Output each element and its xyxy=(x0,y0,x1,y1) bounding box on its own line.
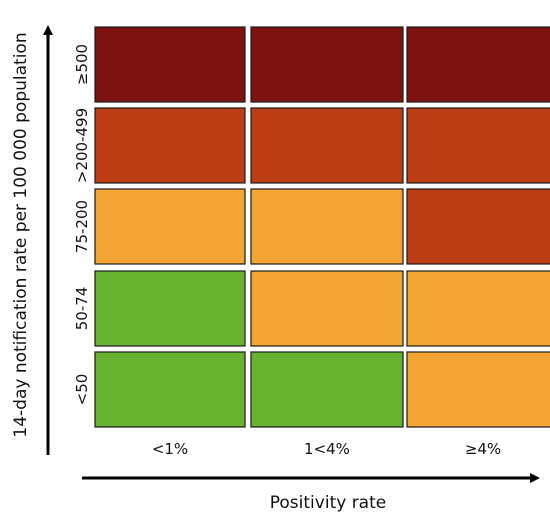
y-tick-label: 50-74 xyxy=(73,287,91,331)
heatmap-cell xyxy=(251,189,403,264)
y-tick-labels: <50 50-74 75-200 >200-499 ≥500 xyxy=(73,44,91,405)
heatmap-cell xyxy=(407,271,550,346)
x-tick-label: ≥4% xyxy=(465,440,501,458)
heatmap-cell xyxy=(251,27,403,102)
heatmap-cell xyxy=(407,108,550,183)
heatmap-cell xyxy=(407,27,550,102)
heatmap-cell xyxy=(95,189,245,264)
y-tick-label: ≥500 xyxy=(73,44,91,85)
heatmap-cell xyxy=(95,27,245,102)
heatmap-cell xyxy=(95,108,245,183)
heatmap-cell xyxy=(251,352,403,427)
heatmap-cell xyxy=(95,271,245,346)
cells-group xyxy=(95,27,550,427)
y-tick-label: <50 xyxy=(73,374,91,406)
heatmap-cell xyxy=(407,189,550,264)
heatmap-cell xyxy=(251,108,403,183)
x-tick-labels: <1% 1<4% ≥4% xyxy=(152,440,501,458)
heatmap-cell xyxy=(407,352,550,427)
x-axis-title: Positivity rate xyxy=(270,493,386,513)
y-tick-label: >200-499 xyxy=(73,108,91,183)
x-tick-label: <1% xyxy=(152,440,188,458)
y-tick-label: 75-200 xyxy=(73,200,91,253)
x-tick-label: 1<4% xyxy=(304,440,350,458)
y-axis-title: 14-day notification rate per 100 000 pop… xyxy=(11,32,31,437)
heatmap-cell xyxy=(95,352,245,427)
heatmap-cell xyxy=(251,271,403,346)
